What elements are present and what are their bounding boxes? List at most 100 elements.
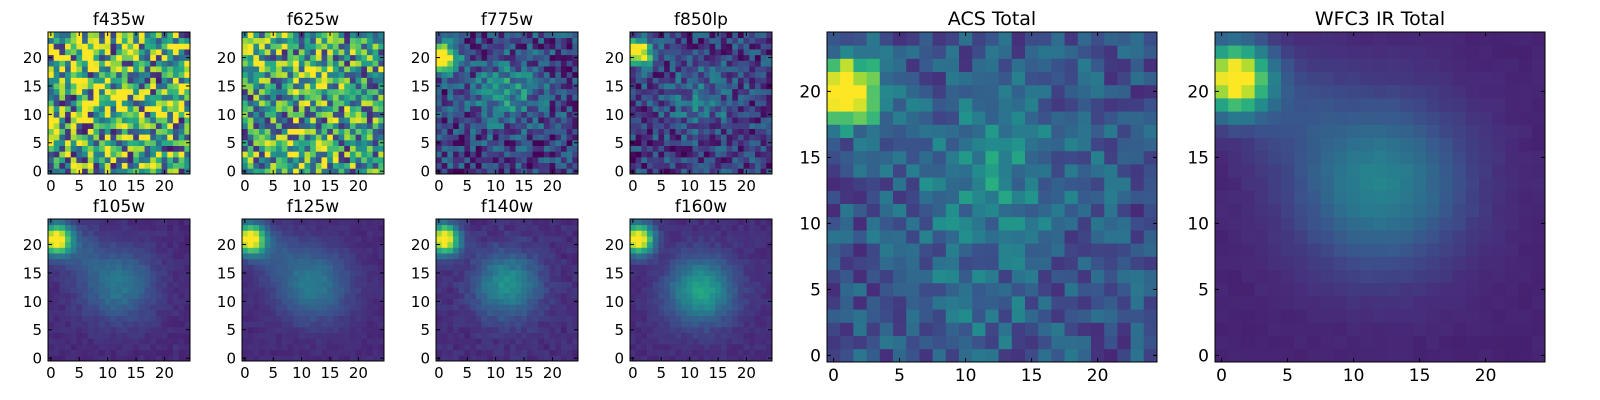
heatmap-cell <box>304 162 311 169</box>
heatmap-cell <box>133 326 140 333</box>
heatmap-cell <box>133 275 140 282</box>
heatmap-cell <box>121 258 128 265</box>
heatmap-cell <box>521 230 528 237</box>
heatmap-cell <box>116 94 123 101</box>
heatmap-cell <box>555 253 562 260</box>
heatmap-cell <box>658 298 665 305</box>
heatmap-cell <box>315 270 322 277</box>
heatmap-cell <box>133 156 140 164</box>
heatmap-cell <box>104 37 111 44</box>
heatmap-cell <box>436 287 443 294</box>
heatmap-cell <box>504 139 511 146</box>
heatmap-cell <box>555 32 562 39</box>
heatmap-cell <box>276 162 283 169</box>
heatmap-cell <box>287 139 294 146</box>
heatmap-cell <box>754 134 762 141</box>
heatmap-cell <box>504 230 511 237</box>
heatmap-cell <box>144 156 151 164</box>
heatmap-cell <box>116 281 123 288</box>
heatmap-cell <box>703 281 710 288</box>
heatmap-cell <box>652 134 659 141</box>
heatmap-cell <box>538 94 545 101</box>
heatmap-cell <box>259 275 266 282</box>
heatmap-cell <box>509 236 516 243</box>
heatmap-cell <box>247 349 254 356</box>
heatmap-cell <box>703 304 710 311</box>
heatmap-cell <box>110 281 117 288</box>
heatmap-cell <box>172 253 180 260</box>
heatmap-cell <box>652 332 659 339</box>
heatmap-cell <box>361 43 368 50</box>
heatmap-cell <box>332 304 339 311</box>
heatmap-cell <box>658 122 665 129</box>
heatmap-cell <box>498 49 505 56</box>
heatmap-cell <box>293 134 300 141</box>
heatmap-cell <box>349 88 356 95</box>
heatmap-cell <box>276 230 283 237</box>
heatmap-cell <box>509 134 516 141</box>
heatmap-cell <box>475 343 482 351</box>
heatmap-cell <box>327 134 334 141</box>
heatmap-cell <box>87 66 94 73</box>
heatmap-cell <box>760 338 767 345</box>
heatmap-cell <box>698 66 705 73</box>
heatmap-cell <box>470 355 477 362</box>
heatmap-cell <box>264 94 271 101</box>
heatmap-cell <box>127 224 134 231</box>
y-tick-label: 10 <box>605 106 624 124</box>
heatmap-cell <box>247 338 254 345</box>
heatmap-cell <box>749 168 756 175</box>
heatmap-cell <box>304 117 311 124</box>
heatmap-cell <box>87 122 94 129</box>
heatmap-cell <box>76 145 83 152</box>
heatmap-cell <box>298 122 305 129</box>
heatmap-cell <box>138 247 145 254</box>
heatmap-cell <box>441 77 448 84</box>
heatmap-cell <box>538 304 545 311</box>
heatmap-cell <box>87 60 94 67</box>
heatmap-cell <box>127 298 134 305</box>
heatmap-cell <box>104 162 111 169</box>
heatmap-cell <box>487 343 494 351</box>
heatmap-cell <box>504 247 511 254</box>
heatmap-cell <box>310 71 317 78</box>
heatmap-cell <box>543 134 550 141</box>
heatmap-cell <box>344 292 351 299</box>
heatmap-cell <box>487 100 494 107</box>
heatmap-cell <box>521 60 528 67</box>
heatmap-cell <box>121 332 128 339</box>
heatmap-cell <box>150 71 157 78</box>
heatmap-cell <box>737 43 744 50</box>
heatmap-cell <box>692 315 699 322</box>
heatmap-cell <box>178 151 185 158</box>
heatmap-cell <box>247 111 254 118</box>
heatmap-cell <box>116 304 123 311</box>
heatmap-cell <box>441 326 448 333</box>
heatmap-cell <box>242 275 249 282</box>
heatmap-cell <box>276 315 283 322</box>
heatmap-cell <box>48 145 55 152</box>
heatmap-cell <box>464 43 471 50</box>
heatmap-cell <box>481 258 488 265</box>
heatmap-cell <box>749 145 756 152</box>
heatmap-cell <box>281 145 288 152</box>
heatmap-cell <box>447 43 454 50</box>
heatmap-cell <box>110 83 117 90</box>
heatmap-cell <box>332 100 339 107</box>
heatmap-cell <box>475 128 482 135</box>
heatmap-cell <box>453 66 460 73</box>
heatmap-cell <box>492 94 499 101</box>
heatmap-cell <box>635 156 642 164</box>
heatmap-cell <box>253 315 260 322</box>
heatmap-cell <box>259 253 266 260</box>
heatmap-cell <box>110 304 117 311</box>
heatmap-cell <box>504 43 511 50</box>
heatmap-cell <box>315 247 322 254</box>
heatmap-cell <box>669 162 676 169</box>
heatmap-cell <box>641 168 648 175</box>
heatmap-cell <box>138 94 145 101</box>
heatmap-cell <box>144 49 151 56</box>
heatmap-cell <box>116 309 123 316</box>
heatmap-cell <box>70 287 77 294</box>
heatmap-cell <box>560 77 568 84</box>
